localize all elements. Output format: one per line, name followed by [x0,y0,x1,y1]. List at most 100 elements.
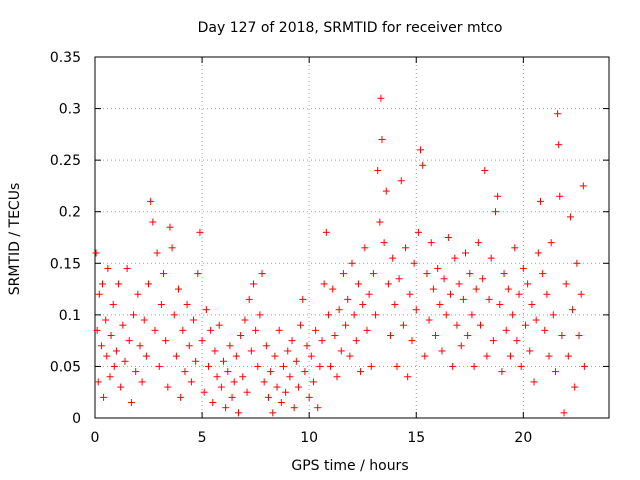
data-point [562,280,570,288]
data-point [494,192,502,200]
data-point [530,378,538,386]
data-point [580,362,588,370]
data-point [354,280,362,288]
data-point [297,321,305,329]
data-point [365,290,373,298]
data-point [168,244,176,252]
data-point [487,254,495,262]
data-point [324,311,332,319]
data-point [470,362,478,370]
data-point [320,280,328,288]
data-point [389,254,397,262]
data-point [380,239,388,247]
data-point [177,393,185,401]
data-point [449,362,457,370]
data-point [237,331,245,339]
data-point [504,285,512,293]
data-point [539,270,547,278]
data-point [419,161,427,169]
data-point [519,264,527,272]
data-point [551,368,559,376]
data-point [429,285,437,293]
data-point [175,285,183,293]
data-point [489,337,497,345]
data-point [181,368,189,376]
data-point [104,264,112,272]
data-point [376,218,384,226]
x-tick-label: 5 [198,430,207,446]
data-point [555,141,563,149]
data-point [207,326,215,334]
data-point [97,342,105,350]
data-point [224,368,232,376]
data-point [524,280,532,288]
data-point [393,362,401,370]
data-point [228,393,236,401]
data-point [95,290,103,298]
data-point [569,306,577,314]
data-point [342,321,350,329]
data-point [434,264,442,272]
data-point [151,326,159,334]
data-point [387,331,395,339]
data-point [377,94,385,102]
data-point [301,368,309,376]
data-point [404,373,412,381]
data-point [579,182,587,190]
data-point [170,311,178,319]
grid-lines [95,57,609,418]
data-point [466,270,474,278]
data-point [361,244,369,252]
data-point [115,280,123,288]
data-point [496,301,504,309]
data-point [432,331,440,339]
data-point [134,290,142,298]
data-point [327,362,335,370]
data-point [303,342,311,350]
data-point [573,259,581,267]
data-point [314,404,322,412]
data-point [526,347,534,355]
data-point [267,368,275,376]
data-point [157,301,165,309]
data-point [399,321,407,329]
data-point [234,409,242,417]
data-point [217,383,225,391]
data-point [348,259,356,267]
data-point [425,316,433,324]
data-point [109,301,117,309]
data-point [564,352,572,360]
data-point [318,337,326,345]
data-point [192,357,200,365]
data-point [162,337,170,345]
x-tick-label: 10 [300,430,318,446]
data-point [309,378,317,386]
data-point [395,275,403,283]
axis-ticks: 0 0.05 0.1 0.15 0.2 0.25 0.3 0.35 0 5 10 15 20 [50,50,609,446]
data-point [571,383,579,391]
data-point [547,239,555,247]
data-point [110,362,118,370]
data-point [427,239,435,247]
data-point [521,321,529,329]
chart-title: Day 127 of 2018, SRMTID for receiver mtc… [198,20,503,36]
data-point [112,347,120,355]
data-point [307,352,315,360]
data-point [412,306,420,314]
data-point [474,239,482,247]
data-point [286,373,294,381]
y-tick-label: 0.05 [50,359,81,375]
data-point [166,223,174,231]
data-point [483,352,491,360]
data-point [258,270,266,278]
data-point [123,264,131,272]
data-point [397,177,405,185]
data-point [230,378,238,386]
data-point [417,146,425,154]
data-point [147,197,155,205]
data-point [220,357,227,365]
data-point [447,290,455,298]
y-tick-label: 0.25 [50,153,81,169]
data-point [284,347,292,355]
